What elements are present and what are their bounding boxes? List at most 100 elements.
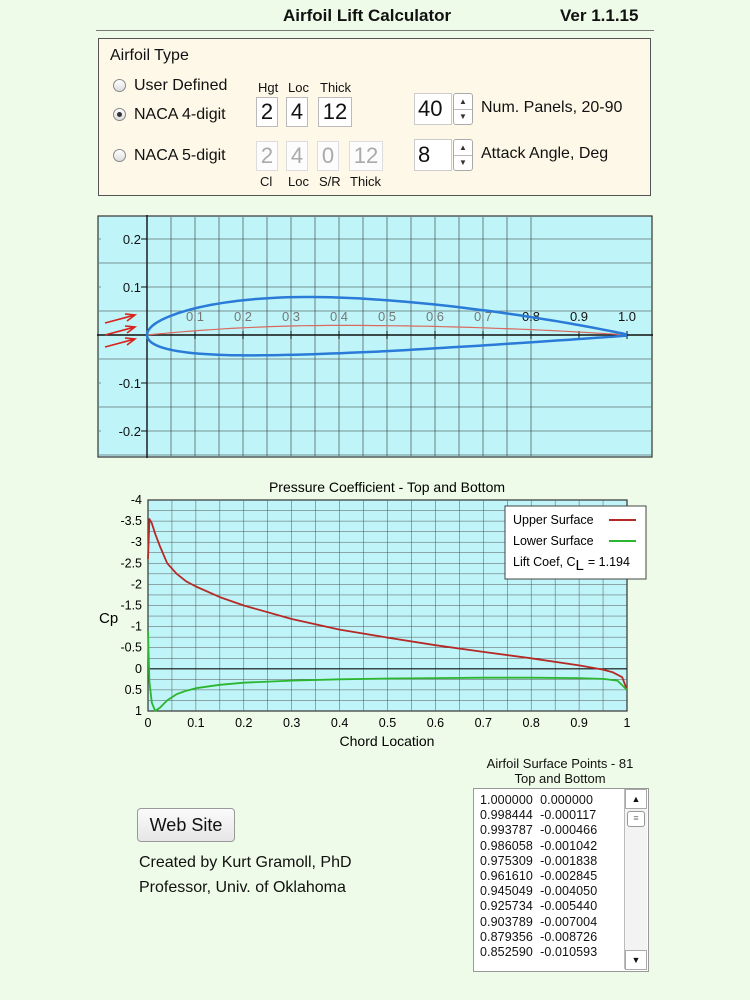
cp-y-tick-label: -1 (131, 620, 142, 634)
surface-point-row[interactable]: 0.961610 -0.002845 (480, 869, 598, 883)
profile-plot-background (97, 215, 653, 458)
pressure-coefficient-chart: Pressure Coefficient - Top and Bottom -4… (99, 479, 647, 749)
surface-points-list[interactable]: 1.000000 0.000000 0.998444 -0.000117 0.993… (473, 788, 649, 972)
profile-x-tick-label: 1.0 (618, 309, 636, 324)
scroll-down-icon[interactable]: ▼ (625, 950, 647, 970)
profile-x-tick-label: 0.6 (426, 309, 444, 324)
cp-legend (504, 505, 647, 580)
radio-naca4-button[interactable] (113, 108, 126, 121)
airfoil-outline (145, 295, 628, 357)
cp-x-tick-label: 0.8 (523, 716, 540, 730)
surface-point-row[interactable]: 0.903789 -0.007004 (480, 914, 598, 929)
cp-y-tick-label: -2.5 (120, 556, 142, 570)
cp-y-axis-label: Cp (99, 610, 118, 627)
surface-point-row[interactable]: 0.998444 -0.000117 (480, 808, 597, 823)
cp-y-tick-label: 1 (135, 704, 142, 718)
cp-x-tick-label: 0.6 (427, 716, 444, 730)
num-panels-input[interactable]: 40 (414, 93, 452, 125)
naca5-thick-input[interactable]: 12 (349, 141, 383, 171)
radio-naca5-button[interactable] (113, 149, 126, 162)
cp-y-tick-label: -3.5 (120, 514, 142, 528)
cp-x-tick-label: 0.3 (283, 716, 300, 730)
profile-x-tick-label: 0.5 (378, 309, 396, 324)
attack-angle-input[interactable]: 8 (414, 139, 452, 171)
num-panels-down-icon[interactable]: ▼ (459, 112, 467, 121)
cp-x-tick-label: 0.1 (187, 716, 204, 730)
profile-x-tick-label: 0.2 (234, 309, 252, 324)
radio-user-defined-label: User Defined (134, 77, 228, 94)
naca5-thick-label: Thick (350, 174, 382, 189)
surface-points-title-line2: Top and Bottom (514, 771, 606, 786)
surface-points-title: Airfoil Surface Points - 81 Top and Bott… (482, 756, 638, 786)
surface-points-scrollbar[interactable]: ▲ ≡ ▼ (624, 789, 647, 970)
lift-coef-subscript: L (576, 557, 584, 574)
camber-line (147, 324, 627, 336)
profile-y-tick-label: 0.2 (123, 232, 141, 247)
profile-y-tick-label: -0.1 (119, 376, 141, 391)
cp-x-tick-label: 0.9 (570, 716, 587, 730)
radio-user-defined-button[interactable] (113, 79, 126, 92)
surface-point-row[interactable]: 0.986058 -0.001042 (480, 838, 598, 853)
naca5-cl-input[interactable]: 2 (256, 141, 278, 171)
surface-point-row[interactable]: 0.945049 -0.004050 (480, 884, 598, 899)
num-panels-label: Num. Panels, 20-90 (481, 99, 623, 116)
surface-point-row[interactable]: 0.925734 -0.005440 (480, 899, 598, 914)
lower-surface-line (147, 630, 628, 712)
web-site-button[interactable]: Web Site (137, 808, 235, 842)
airfoil-type-panel: Airfoil Type User Defined NACA 4-digit N… (98, 38, 651, 196)
upper-surface-line (147, 518, 628, 691)
naca4-thick-label: Thick (320, 80, 352, 95)
profile-x-tick-label: 0.4 (330, 309, 348, 324)
surface-points-title-line1: Airfoil Surface Points - 81 (486, 756, 634, 771)
airfoil-type-heading: Airfoil Type (110, 47, 189, 64)
cp-x-tick-label: 1 (624, 716, 631, 730)
cp-y-tick-label: -0.5 (120, 641, 142, 655)
cp-chart-title: Pressure Coefficient - Top and Bottom (269, 479, 505, 495)
cp-y-tick-label: -2 (131, 577, 142, 591)
naca4-loc-input[interactable]: 4 (286, 97, 308, 127)
scroll-thumb[interactable]: ≡ (627, 811, 645, 827)
cp-y-tick-label: 0.5 (125, 683, 142, 697)
legend-upper-label: Upper Surface (513, 513, 594, 527)
radio-naca5[interactable]: NACA 5-digit (113, 147, 253, 167)
attack-angle-down-icon[interactable]: ▼ (459, 158, 467, 167)
surface-point-row[interactable]: 0.993787 -0.000466 (480, 823, 598, 838)
app-title: Airfoil Lift Calculator (283, 6, 452, 25)
cp-y-tick-label: -4 (131, 493, 142, 507)
attack-angle-label: Attack Angle, Deg (481, 145, 609, 162)
profile-y-tick-bg (101, 375, 141, 391)
attack-angle-up-icon[interactable]: ▲ (454, 140, 472, 156)
num-panels-stepper[interactable]: ▲ ▼ (453, 93, 473, 125)
cp-x-tick-label: 0.5 (379, 716, 396, 730)
profile-y-tick-bg (101, 231, 141, 247)
radio-naca4[interactable]: NACA 4-digit (113, 106, 253, 126)
header-divider (96, 30, 654, 31)
naca5-sr-label: S/R (319, 174, 341, 189)
version-label: Ver 1.1.15 (560, 6, 639, 25)
naca5-sr-input[interactable]: 0 (317, 141, 339, 171)
surface-point-row[interactable]: 1.000000 0.000000 (480, 793, 594, 807)
lift-coef-label: Lift Coef, C (513, 555, 576, 569)
radio-user-defined[interactable]: User Defined (113, 77, 253, 97)
num-panels-up-icon[interactable]: ▲ (454, 94, 472, 110)
legend-lift-coef: Lift Coef, CL = 1.194 (513, 555, 630, 574)
surface-point-row[interactable]: 0.879356 -0.008726 (480, 929, 598, 944)
naca5-loc-label: Loc (288, 174, 309, 189)
radio-naca5-label: NACA 5-digit (134, 147, 226, 164)
airfoil-profile-plot: 0.20.1-0.1-0.2 0.1 0.2 0.3 0.4 0.5 0.6 0.7 0.8 0… (97, 215, 653, 458)
cp-x-axis-label: Chord Location (340, 733, 435, 749)
profile-y-tick-bg (101, 279, 141, 295)
naca5-cl-label: Cl (260, 174, 273, 189)
cp-y-tick-label: -3 (131, 535, 142, 549)
surface-point-row[interactable]: 0.975309 -0.001838 (480, 853, 598, 868)
attack-angle-stepper[interactable]: ▲ ▼ (453, 139, 473, 171)
naca4-thick-input[interactable]: 12 (318, 97, 352, 127)
naca4-hgt-input[interactable]: 2 (256, 97, 278, 127)
naca5-loc-input[interactable]: 4 (286, 141, 308, 171)
profile-x-tick-label: 0.7 (474, 309, 492, 324)
scroll-up-icon[interactable]: ▲ (625, 789, 647, 809)
surface-point-row[interactable]: 0.852590 -0.010593 (480, 945, 598, 959)
profile-x-tick-label: 0.1 (186, 309, 204, 324)
profile-x-tick-label: 0.9 (570, 309, 588, 324)
credit-affiliation: Professor, Univ. of Oklahoma (139, 879, 346, 896)
